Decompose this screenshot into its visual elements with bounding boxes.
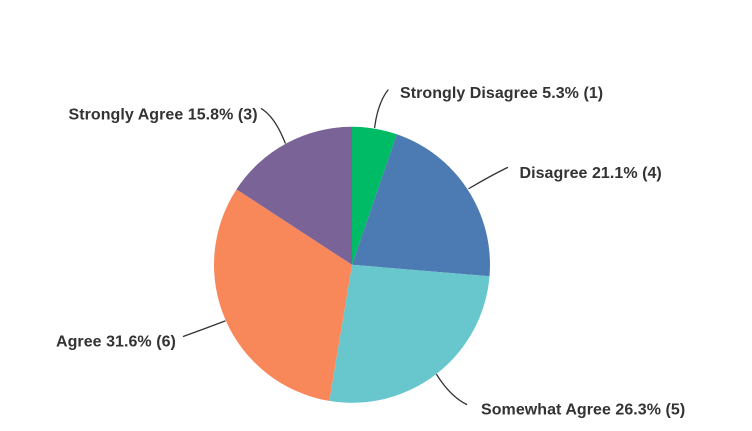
svg-text:Agree 31.6% (6): Agree 31.6% (6) [56,334,176,351]
svg-text:Strongly Disagree 5.3% (1): Strongly Disagree 5.3% (1) [400,85,603,102]
svg-text:Somewhat Agree 26.3% (5): Somewhat Agree 26.3% (5) [481,402,685,419]
svg-text:Disagree 21.1% (4): Disagree 21.1% (4) [520,165,662,182]
svg-text:Strongly Agree 15.8% (3): Strongly Agree 15.8% (3) [69,107,258,124]
